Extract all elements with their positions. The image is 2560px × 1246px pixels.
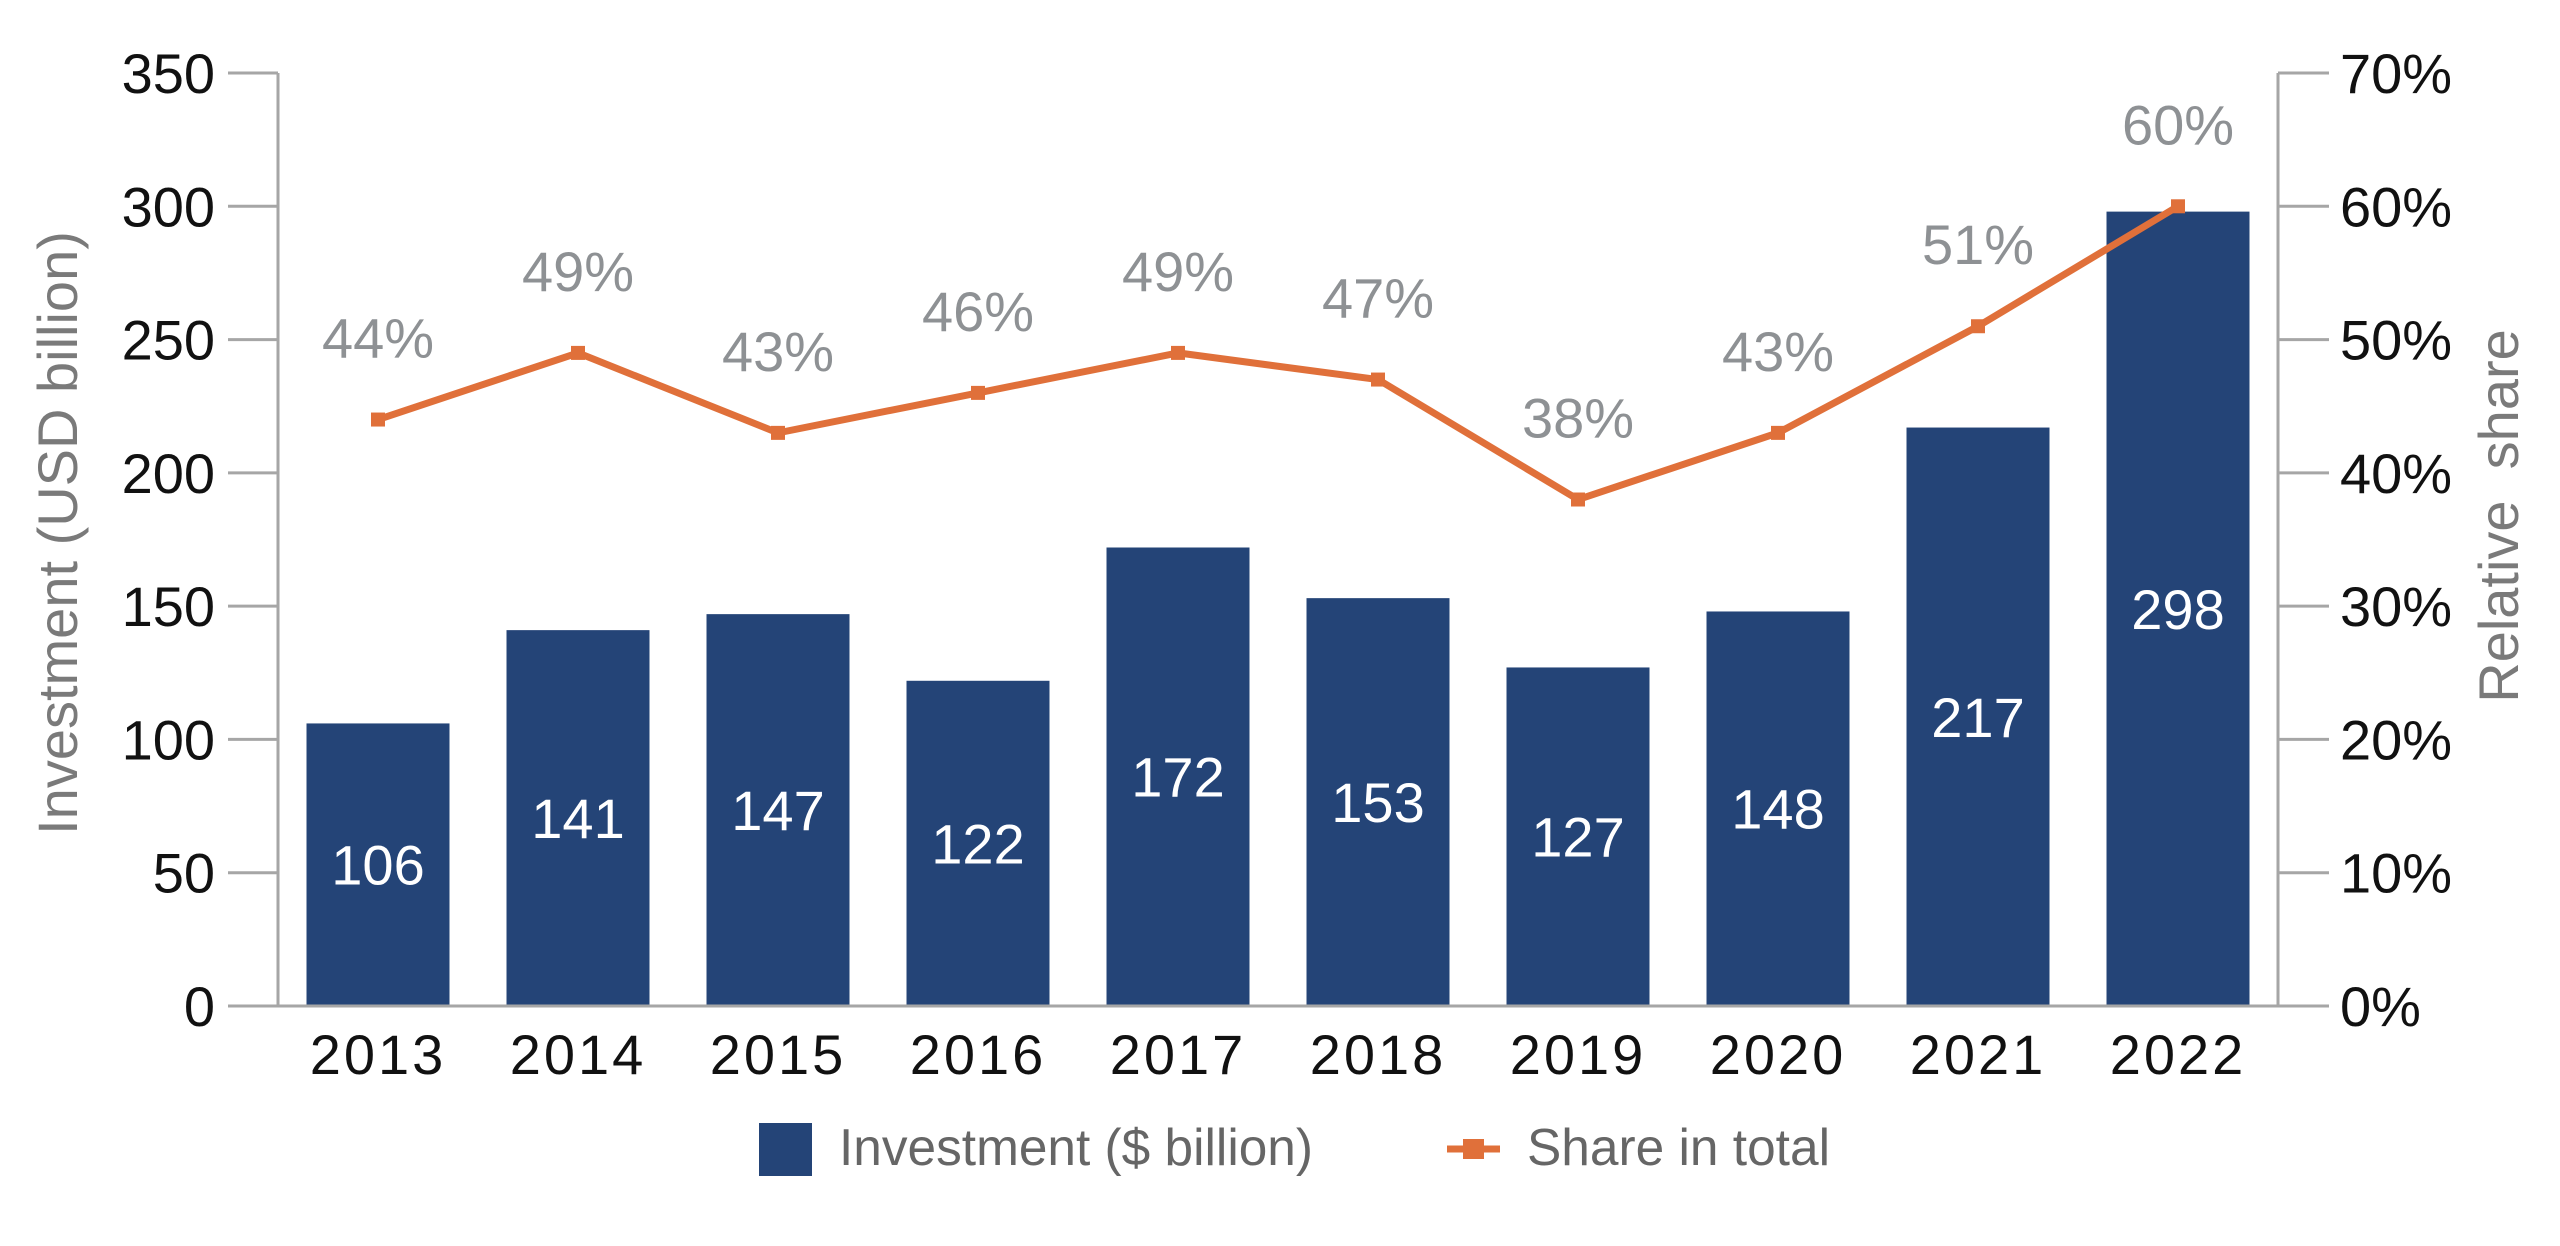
y-tick-label: 0: [184, 975, 215, 1038]
bar-value-label: 217: [1931, 686, 2024, 749]
bar-2015: [706, 614, 850, 1006]
share-value-label: 49%: [522, 240, 634, 303]
x-tick-label: 2014: [510, 1023, 647, 1086]
bar-2016: [906, 680, 1050, 1006]
line-series: [371, 199, 2185, 507]
legend-marker-share: [1463, 1139, 1484, 1159]
share-value-label: 49%: [1122, 240, 1234, 303]
x-tick-label: 2020: [1710, 1023, 1847, 1086]
bar-value-label: 148: [1731, 778, 1824, 841]
bar-value-label: 122: [931, 812, 1024, 875]
bar-2018: [1306, 598, 1450, 1006]
y2-tick-label: 40%: [2340, 442, 2452, 505]
share-value-label: 38%: [1522, 387, 1634, 450]
bar-value-label: 153: [1331, 771, 1424, 834]
share-marker-2013: [371, 412, 385, 427]
share-value-label: 47%: [1322, 267, 1434, 330]
share-marker-2020: [1771, 425, 1785, 440]
share-marker-2019: [1571, 492, 1585, 507]
y-tick-label: 300: [122, 175, 215, 238]
x-tick-label: 2022: [2110, 1023, 2247, 1086]
legend-item-investment[interactable]: Investment ($ billion): [759, 1119, 1313, 1177]
bar-series: [306, 211, 2250, 1007]
share-marker-2021: [1971, 319, 1985, 334]
y2-tick-label: 20%: [2340, 708, 2452, 771]
y2-tick-label: 0%: [2340, 975, 2421, 1038]
data-labels: 106 141 147 122 172 153 127 148 217 298 44% 49% 43% 4…: [322, 93, 2234, 896]
bar-2020: [1706, 611, 1850, 1006]
legend-swatch-investment: [759, 1123, 812, 1176]
share-marker-2017: [1171, 345, 1185, 360]
y2-tick-label: 60%: [2340, 175, 2452, 238]
x-tick-label: 2021: [1910, 1023, 2047, 1086]
share-value-label: 43%: [722, 320, 834, 383]
share-marker-2016: [971, 385, 985, 400]
x-tick-label: 2017: [1110, 1023, 1247, 1086]
bar-2019: [1506, 667, 1650, 1006]
x-tick-label: 2016: [910, 1023, 1047, 1086]
legend-label-investment: Investment ($ billion): [839, 1119, 1313, 1177]
x-tick-label: 2018: [1310, 1023, 1447, 1086]
bar-value-label: 141: [531, 787, 624, 850]
share-marker-2022: [2171, 199, 2185, 214]
bar-value-label: 147: [731, 779, 824, 842]
y-tick-label: 350: [122, 42, 215, 105]
axes: 0 50 100 150 200 250 300 350 0% 10% 20% 30% 40% 50% 60…: [122, 42, 2453, 1086]
share-marker-2015: [771, 425, 785, 440]
share-marker-2014: [571, 345, 585, 360]
share-value-label: 44%: [322, 307, 434, 370]
y-tick-label: 150: [122, 575, 215, 638]
legend-item-share[interactable]: Share in total: [1447, 1119, 1830, 1177]
share-value-label: 60%: [2122, 93, 2234, 156]
bar-value-label: 172: [1131, 746, 1224, 809]
legend: Investment ($ billion) Share in total: [759, 1119, 1830, 1177]
legend-label-share: Share in total: [1527, 1119, 1830, 1177]
y2-tick-label: 10%: [2340, 842, 2452, 905]
y2-tick-label: 70%: [2340, 42, 2452, 105]
share-marker-2018: [1371, 372, 1385, 387]
x-tick-label: 2013: [310, 1023, 447, 1086]
bar-value-label: 298: [2131, 578, 2224, 641]
bar-2014: [506, 630, 650, 1006]
y-tick-label: 250: [122, 309, 215, 372]
share-line: [376, 203, 2180, 504]
y-tick-label: 100: [122, 708, 215, 771]
y2-tick-label: 30%: [2340, 575, 2452, 638]
bar-2013: [306, 723, 450, 1006]
y2-tick-label: 50%: [2340, 309, 2452, 372]
y-tick-label: 50: [153, 842, 215, 905]
share-value-label: 51%: [1922, 213, 2034, 276]
bar-2017: [1106, 547, 1250, 1006]
bar-2021: [1906, 427, 2050, 1006]
share-value-label: 46%: [922, 280, 1034, 343]
x-tick-label: 2015: [710, 1023, 847, 1086]
y-axis-title: Investment (USD billion): [26, 231, 89, 835]
x-tick-label: 2019: [1510, 1023, 1647, 1086]
bar-value-label: 106: [331, 834, 424, 897]
y2-axis-title: Relative share: [2467, 329, 2530, 703]
share-value-label: 43%: [1722, 320, 1834, 383]
bar-2022: [2106, 211, 2250, 1007]
bar-value-label: 127: [1531, 806, 1624, 869]
y-tick-label: 200: [122, 442, 215, 505]
